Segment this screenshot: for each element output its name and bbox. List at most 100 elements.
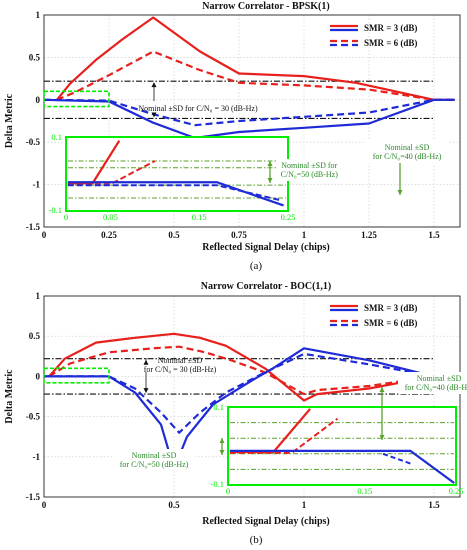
inset-note-text-line: Nominal ±SD for	[281, 161, 337, 170]
series-line-red-solid	[48, 332, 455, 402]
y-tick-label: 0	[36, 371, 41, 381]
x-axis-label: Reflected Signal Delay (chips)	[202, 242, 330, 253]
plot-frame	[43, 295, 461, 498]
zoom-region-box	[43, 367, 110, 384]
y-tick-label: -1.5	[26, 222, 41, 232]
chart-title: Narrow Correlator - BOC(1,1)	[201, 281, 332, 292]
series-line-red-solid	[56, 16, 455, 101]
arrowhead-icon	[267, 178, 273, 183]
y-tick-label: -1.5	[26, 492, 41, 502]
inset-y-tick-label: 0.1	[51, 132, 62, 142]
inset-y-tick-label: -0.1	[211, 479, 224, 489]
y-axis-label: Delta Metric	[4, 93, 15, 148]
x-tick-label: 1.25	[361, 230, 377, 240]
chart-title: Narrow Correlator - BPSK(1)	[202, 1, 329, 12]
inset-y-tick-label: 0.1	[213, 402, 224, 412]
inset-y-tick-label: -0.1	[49, 205, 62, 215]
inset-note-text: Nominal ±SD for C/N₀=40 (dB-Hz)	[405, 374, 467, 392]
panel-label: (a)	[250, 260, 263, 272]
y-tick-label: -0.5	[26, 137, 41, 147]
inset-frame	[65, 136, 289, 212]
arrowhead-icon	[219, 450, 225, 455]
inset-note-text-line: C/N₀=50 (dB-Hz)	[281, 170, 339, 179]
inset-x-tick-label: 0.25	[449, 486, 464, 496]
zoom-inset: 0 0.05 0.15 0.25 0.1 -0.1 Nominal ±SD for C/N₀=…	[49, 132, 449, 222]
annotation-text: Nominal ±SD for C/N₀ = 30 (dB-Hz)	[144, 356, 217, 374]
x-axis-label: Reflected Signal Delay (chips)	[202, 516, 330, 527]
arrowhead-icon	[267, 161, 273, 166]
x-tick-label: 1	[302, 230, 307, 240]
legend-label: SMR = 3 (dB)	[364, 303, 417, 313]
legend: SMR = 3 (dB) SMR = 6 (dB)	[330, 23, 417, 48]
legend: SMR = 3 (dB) SMR = 6 (dB)	[330, 303, 417, 328]
annotation-text-line: Nominal ±SD for C/N₀ = 30 (dB-Hz)	[138, 104, 258, 113]
inset-series-blue-solid	[229, 449, 455, 484]
inset-x-tick-label: 0.15	[357, 486, 372, 496]
inset-x-tick-label: 0.05	[103, 212, 118, 222]
legend-label: SMR = 6 (dB)	[364, 38, 417, 48]
inset-note-text-line: Nominal ±SD	[132, 451, 177, 460]
arrowhead-icon	[143, 359, 149, 365]
y-axis-label: Delta Metric	[4, 369, 15, 424]
series-line-blue-dashed	[44, 352, 455, 434]
x-tick-label: 0.5	[168, 500, 180, 510]
inset-note-text: Nominal ±SD for C/N₀=50 (dB-Hz)	[120, 451, 189, 469]
inset-note-text-line: Nominal ±SD	[385, 143, 430, 152]
series-line-blue-solid	[44, 347, 455, 470]
note-background	[113, 449, 196, 471]
arrowhead-icon	[151, 82, 157, 88]
annotation-text-line: Nominal ±SD	[158, 356, 203, 365]
series-line-blue-dashed	[43, 98, 455, 127]
x-tick-label: 1	[302, 500, 307, 510]
y-tick-label: 0	[36, 95, 41, 105]
x-tick-label: 0.25	[101, 230, 117, 240]
note-background	[276, 159, 343, 181]
y-tick-label: 0.5	[29, 331, 41, 341]
chart-panel-a: 0 0.25 0.5 0.75 1 1.25 1.5 1 0.5 0 -0.5 -1 -1.5 Narro…	[4, 1, 461, 272]
inset-note-text-line: for C/N₀=40 (dB-Hz)	[405, 383, 467, 392]
series-line-red-dashed	[56, 50, 455, 101]
x-tick-label: 0	[42, 230, 47, 240]
y-tick-label: 1	[36, 10, 41, 20]
inset-note-text-line: for C/N₀=40 (dB-Hz)	[373, 152, 442, 161]
legend-label: SMR = 3 (dB)	[364, 23, 417, 33]
arrowhead-icon	[397, 190, 403, 195]
x-tick-label: 0	[42, 500, 47, 510]
plot-frame	[43, 14, 461, 228]
y-tick-label: 1	[36, 291, 41, 301]
inset-x-tick-label: 0.15	[192, 212, 207, 222]
x-tick-label: 0.75	[231, 230, 247, 240]
arrowhead-icon	[379, 387, 385, 392]
y-tick-label: -1	[33, 452, 41, 462]
arrowhead-icon	[219, 438, 225, 443]
x-tick-label: 1.5	[428, 500, 440, 510]
chart-panel-b: 0 0.5 1 1.5 1 0.5 0 -0.5 -1 -1.5 Narrow Correlator…	[4, 281, 467, 546]
inset-note-text: Nominal ±SD for C/N₀=40 (dB-Hz)	[373, 143, 442, 161]
inset-note-text: Nominal ±SD for C/N₀=50 (dB-Hz)	[281, 161, 339, 179]
inset-x-tick-label: 0	[64, 212, 68, 222]
series-line-blue-solid	[43, 98, 455, 140]
y-tick-label: -1	[33, 180, 41, 190]
note-background	[398, 372, 467, 394]
y-tick-label: -0.5	[26, 412, 41, 422]
panel-label: (b)	[250, 534, 263, 546]
zoom-region-box	[43, 90, 110, 108]
x-tick-label: 1.5	[428, 230, 440, 240]
legend-label: SMR = 6 (dB)	[364, 318, 417, 328]
inset-series-blue-dashed	[67, 184, 280, 201]
annotation-text: Nominal ±SD for C/N₀ = 30 (dB-Hz)	[138, 104, 258, 113]
inset-note-text-line: Nominal ±SD	[417, 374, 462, 383]
series-line-red-dashed	[48, 345, 455, 396]
arrowhead-icon	[143, 388, 149, 394]
x-tick-label: 0.5	[168, 230, 180, 240]
inset-note-text-line: for C/N₀=50 (dB-Hz)	[120, 460, 189, 469]
arrowhead-icon	[151, 112, 157, 118]
y-tick-label: 0.5	[29, 52, 41, 62]
annotation-text-line: for C/N₀ = 30 (dB-Hz)	[144, 365, 217, 374]
inset-series-red-dashed	[229, 417, 339, 454]
inset-series-blue-solid	[67, 181, 284, 207]
note-background	[366, 141, 449, 163]
inset-frame	[227, 406, 457, 486]
